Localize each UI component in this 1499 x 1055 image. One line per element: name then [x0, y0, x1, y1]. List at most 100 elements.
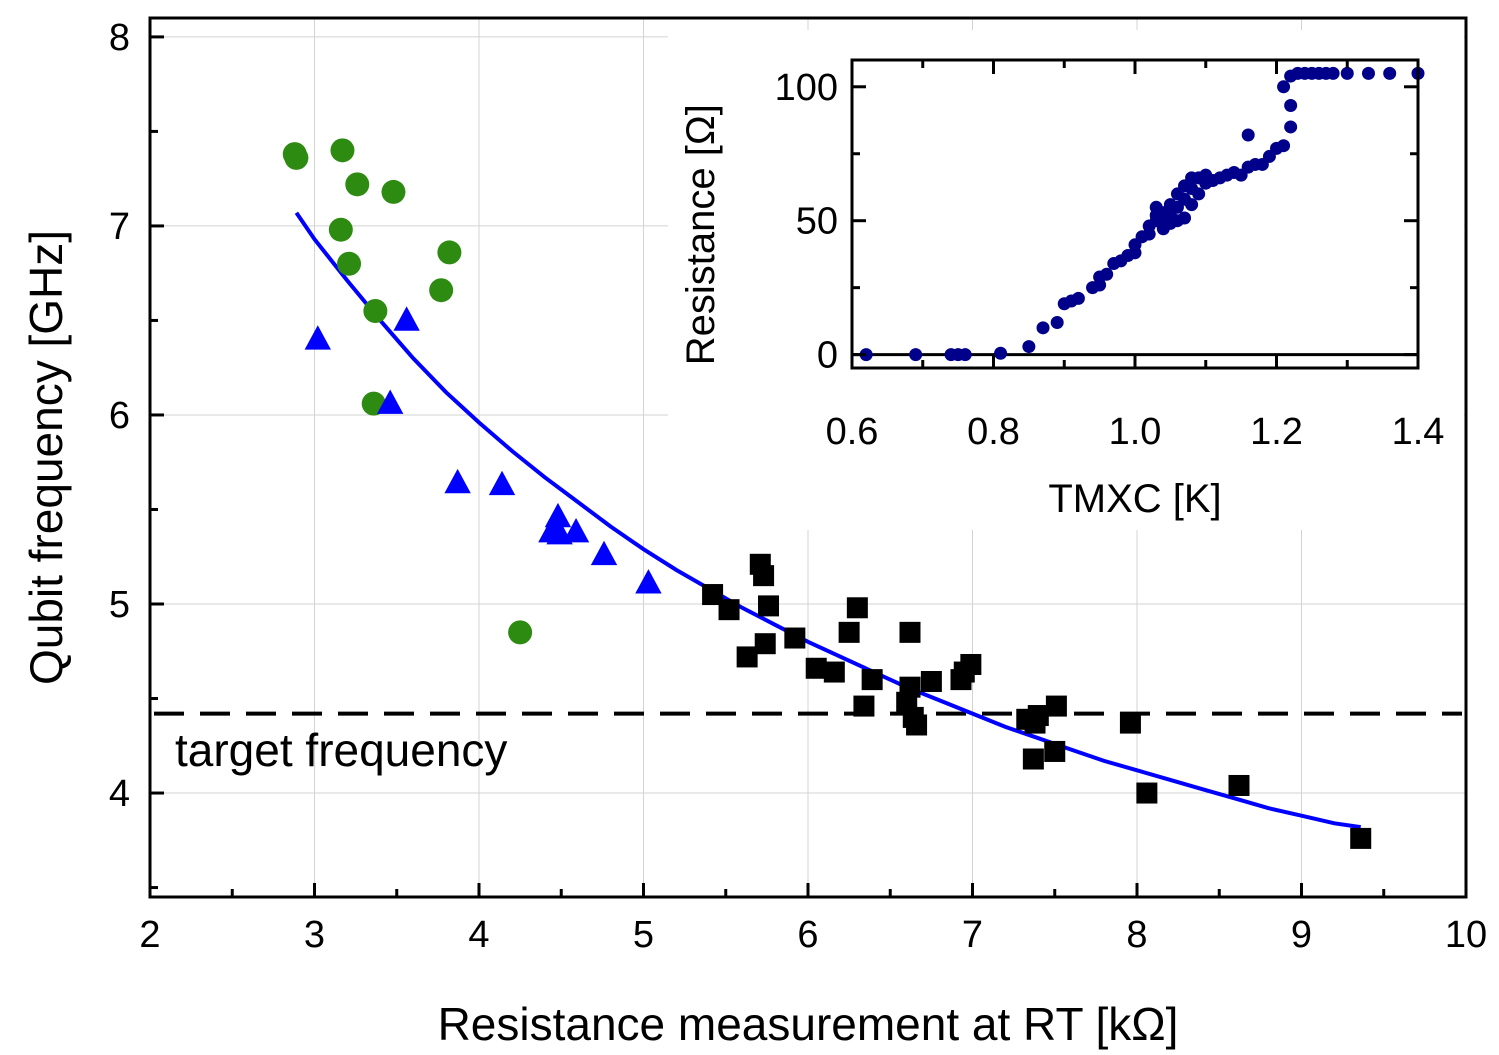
triangle-point	[635, 569, 662, 594]
square-point	[1136, 782, 1158, 804]
inset-chart: 0.6 0.8 1.0 1.2 1.4 0 50 100 TMXC [K] Resistanc…	[668, 30, 1464, 530]
circle-point	[381, 179, 406, 204]
y-tick-label: 7	[109, 206, 130, 248]
square-point	[906, 714, 928, 736]
inset-background	[668, 30, 1464, 530]
y-tick-label: 4	[109, 773, 130, 815]
triangle-point	[590, 540, 618, 566]
triangle-point	[376, 389, 404, 414]
inset-point	[1036, 321, 1050, 335]
circle-point	[284, 145, 309, 170]
square-point	[754, 633, 776, 655]
square-point	[1045, 695, 1067, 717]
x-tick-label: 4	[468, 914, 489, 956]
circle-point	[330, 138, 355, 163]
inset-point	[1241, 128, 1255, 142]
x-tick-label: 8	[1126, 914, 1147, 956]
y-tick-label: 6	[109, 395, 130, 437]
square-point	[1044, 740, 1066, 762]
square-point	[784, 627, 806, 649]
inset-point	[859, 348, 873, 362]
main-data-points	[282, 138, 1372, 849]
triangle-point	[562, 518, 590, 543]
square-point	[899, 621, 921, 643]
main-x-axis-label: Resistance measurement at RT [kΩ]	[438, 998, 1179, 1050]
inset-point	[958, 348, 972, 362]
circle-point	[337, 251, 362, 276]
inset-axes: 0.6 0.8 1.0 1.2 1.4 0 50 100	[775, 60, 1445, 453]
inset-point	[994, 346, 1008, 360]
square-point	[702, 584, 724, 606]
circle-point	[437, 240, 462, 265]
inset-x-tick-label: 0.6	[826, 411, 879, 453]
inset-point	[1277, 80, 1291, 94]
square-point	[1022, 748, 1044, 770]
circle-point	[429, 278, 454, 303]
square-point	[736, 646, 758, 668]
inset-x-tick-label: 1.0	[1109, 411, 1162, 453]
triangle-point	[393, 306, 420, 331]
inset-point	[1185, 198, 1199, 212]
circle-point	[345, 172, 370, 197]
inset-point	[1340, 66, 1354, 80]
x-tick-label: 3	[304, 914, 325, 956]
inset-point	[1050, 315, 1064, 329]
square-point	[1350, 827, 1372, 849]
inset-point	[1178, 211, 1192, 225]
x-tick-label: 10	[1445, 914, 1487, 956]
inset-point	[1284, 120, 1298, 134]
inset-y-tick-label: 0	[817, 335, 838, 377]
x-tick-label: 2	[139, 914, 160, 956]
x-tick-label: 5	[633, 914, 654, 956]
triangle-point	[444, 468, 471, 494]
circle-point	[328, 217, 353, 242]
inset-point	[1361, 66, 1375, 80]
target-frequency-label: target frequency	[175, 724, 507, 776]
y-tick-label: 5	[109, 584, 130, 626]
circle-point	[508, 620, 533, 645]
inset-x-tick-label: 1.2	[1250, 411, 1303, 453]
inset-y-tick-label: 100	[775, 67, 838, 109]
square-point	[861, 669, 883, 691]
inset-point	[1277, 139, 1291, 153]
square-point	[899, 676, 921, 698]
inset-point	[909, 348, 923, 362]
inset-y-axis-label: Resistance [Ω]	[679, 104, 723, 365]
fit-curve	[294, 211, 1361, 830]
inset-point	[1192, 187, 1206, 201]
square-point	[920, 671, 942, 693]
square-point	[838, 621, 860, 643]
inset-point	[1071, 291, 1085, 305]
square-point	[960, 653, 982, 675]
inset-x-axis-label: TMXC [K]	[1048, 477, 1221, 521]
square-point	[853, 695, 875, 717]
inset-data-points	[859, 66, 1425, 362]
square-point	[758, 595, 780, 617]
fit-line	[294, 211, 1361, 830]
square-point	[805, 657, 827, 679]
square-point	[753, 565, 775, 587]
square-point	[823, 661, 845, 683]
x-tick-label: 9	[1291, 914, 1312, 956]
main-axes: 2 3 4 5 6 7 8 9 10 4 5 6 7 8	[109, 17, 1487, 956]
inset-point	[1284, 99, 1298, 113]
main-y-axis-label: Qubit frequency [GHz]	[20, 230, 72, 685]
x-tick-label: 7	[962, 914, 983, 956]
inset-point	[1100, 267, 1114, 281]
y-tick-label: 8	[109, 17, 130, 59]
inset-y-tick-label: 50	[796, 201, 838, 243]
inset-x-tick-label: 0.8	[967, 411, 1020, 453]
square-point	[1119, 712, 1141, 734]
inset-point	[1383, 66, 1397, 80]
inset-point	[1326, 66, 1340, 80]
x-tick-label: 6	[797, 914, 818, 956]
triangle-point	[304, 325, 331, 350]
inset-x-tick-label: 1.4	[1392, 411, 1445, 453]
square-point	[846, 597, 868, 619]
inset-point	[1022, 340, 1036, 354]
square-point	[718, 599, 740, 621]
square-point	[1228, 774, 1250, 796]
triangle-point	[488, 470, 516, 496]
square-point	[1024, 712, 1046, 734]
